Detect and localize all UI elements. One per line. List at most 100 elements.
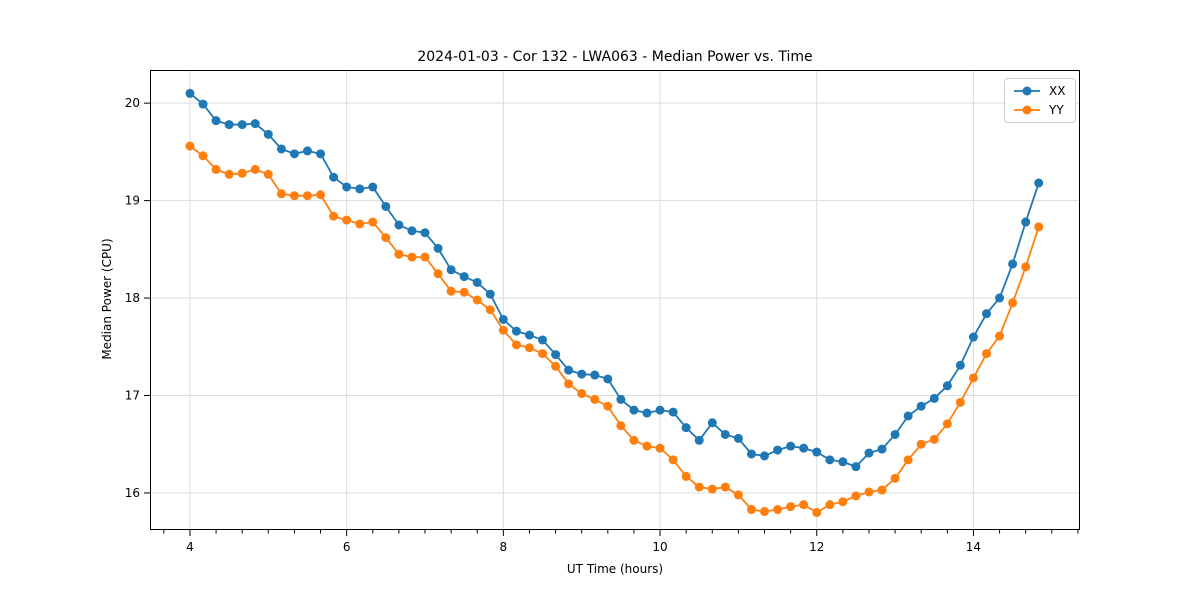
data-point [603,374,613,384]
data-point [616,394,626,404]
y-tick-label: 19 [125,194,140,208]
x-tick-label: 6 [343,540,351,554]
data-point [198,99,208,109]
y-tick-label: 17 [125,389,140,403]
data-point [759,506,769,516]
data-point [472,277,482,287]
legend-marker-xx [1014,86,1040,96]
data-point [524,330,534,340]
data-point [289,191,299,201]
legend-dot [1022,86,1032,96]
data-point [498,314,508,324]
legend-item-xx[interactable]: XX [1013,84,1065,98]
x-tick-label: 4 [186,540,194,554]
data-point [472,295,482,305]
data-point [564,365,574,375]
series-yy [185,141,1044,517]
data-point [955,360,965,370]
data-point [786,441,796,451]
data-point [707,484,717,494]
data-point [577,389,587,399]
data-point [368,217,378,227]
data-point [1034,178,1044,188]
data-point [407,226,417,236]
data-point [511,326,521,336]
data-point [394,220,404,230]
data-point [955,397,965,407]
legend-item-yy[interactable]: YY [1013,103,1065,117]
data-point [237,168,247,178]
data-point [825,455,835,465]
data-point [929,393,939,403]
data-point [1021,217,1031,227]
data-point [642,408,652,418]
data-point [864,487,874,497]
data-point [342,182,352,192]
data-point [289,149,299,159]
data-point [720,429,730,439]
data-point [511,340,521,350]
series-line-xx [189,92,1040,468]
data-point [655,405,665,415]
legend: XX YY [1004,78,1077,123]
data-point [381,233,391,243]
data-point [590,370,600,380]
data-point [1008,298,1018,308]
data-point [407,252,417,262]
data-point [851,491,861,501]
tick-labels: 4 6 8 10 12 14 16 17 18 19 20 [125,96,981,554]
data-point [825,500,835,510]
data-point [668,407,678,417]
data-point [681,423,691,433]
data-point [890,473,900,483]
data-point [995,293,1005,303]
data-point [198,151,208,161]
data-point [851,462,861,472]
data-point [629,405,639,415]
data-point [420,252,430,262]
data-point [629,435,639,445]
data-point [355,184,365,194]
series-markers-yy [185,141,1044,517]
data-point [942,419,952,429]
data-point [786,502,796,512]
chart-title: 2024-01-03 - Cor 132 - LWA063 - Median P… [417,49,813,65]
data-point [733,433,743,443]
data-point [877,444,887,454]
data-point [968,332,978,342]
data-point [1021,262,1031,272]
data-point [524,343,534,353]
data-point [668,455,678,465]
data-point [642,441,652,451]
data-point [759,451,769,461]
y-tick-label: 16 [125,486,140,500]
axes-border [150,70,1080,530]
data-point [329,211,339,221]
data-point [968,373,978,383]
data-point [433,243,443,253]
data-point [799,500,809,510]
data-point [616,421,626,431]
series-xx [185,88,1044,472]
data-point [773,445,783,455]
data-point [812,507,822,517]
data-point [368,182,378,192]
data-point [799,443,809,453]
data-point [982,309,992,319]
data-point [329,172,339,182]
data-point [433,269,443,279]
data-point [929,434,939,444]
legend-dot [1022,105,1032,115]
data-point [838,497,848,507]
data-point [864,448,874,458]
data-point [903,455,913,465]
data-point [694,482,704,492]
x-tick-label: 12 [809,540,824,554]
data-point [394,249,404,259]
x-tick-label: 14 [966,540,981,554]
data-point [995,331,1005,341]
y-tick-label: 18 [125,291,140,305]
data-point [302,146,312,156]
data-point [877,485,887,495]
